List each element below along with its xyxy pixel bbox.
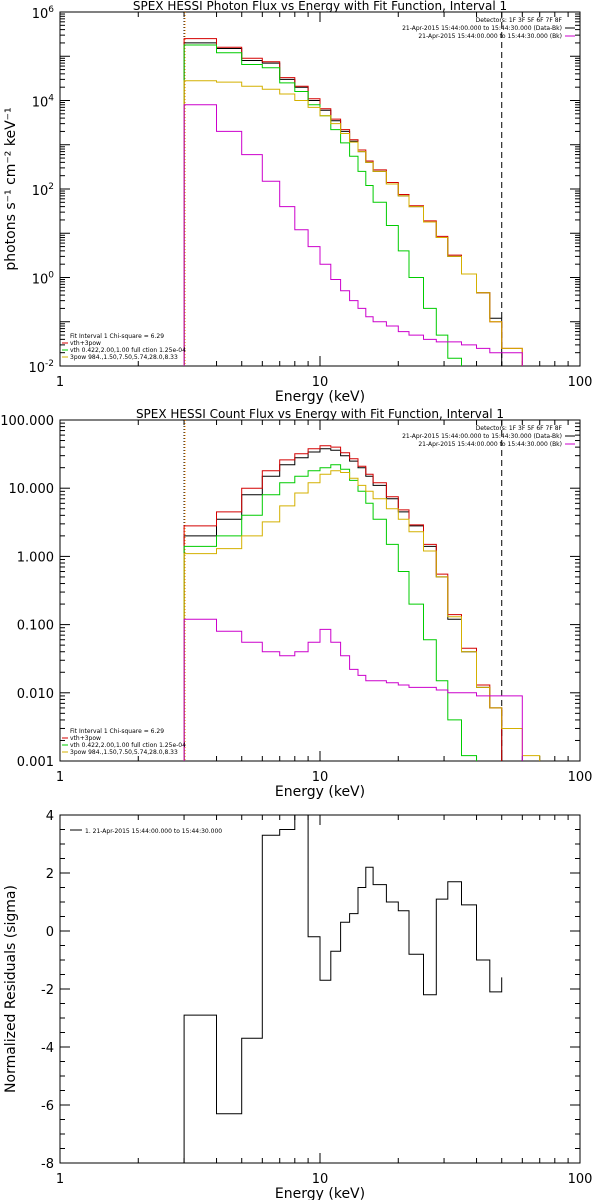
y-tick-label: -4 xyxy=(41,1041,54,1056)
x-tick-label: 10 xyxy=(312,770,329,785)
series-line xyxy=(183,38,523,366)
series-line xyxy=(183,618,523,761)
x-axis-label: Energy (keV) xyxy=(275,784,365,800)
series-line xyxy=(183,80,523,366)
x-tick-label: 100 xyxy=(568,1172,593,1187)
fit-legend-label: vth+3pow xyxy=(70,340,101,347)
series-line xyxy=(183,448,503,761)
y-axis-label: Normalized Residuals (sigma) xyxy=(3,885,19,1093)
y-tick-label: 100.000 xyxy=(0,414,54,429)
x-axis-label: Energy (keV) xyxy=(275,389,365,405)
y-tick-label: -6 xyxy=(41,1099,54,1114)
y-tick-label: 10.000 xyxy=(9,482,55,497)
y-tick-label: 102 xyxy=(32,182,54,199)
fit-legend-label: 3pow 984.,1.50,7.50,5.74,28.0,8.33 xyxy=(70,749,178,756)
chart-title: SPEX HESSI Photon Flux vs Energy with Fi… xyxy=(133,0,507,13)
legend-label: 1. 21-Apr-2015 15:44:00.000 to 15:44:30.… xyxy=(85,828,222,835)
legend-label: 21-Apr-2015 15:44:00.000 to 15:44:30.000… xyxy=(418,441,562,448)
legend-label: Detectors: 1F 3F 5F 6F 7F 8F xyxy=(476,17,563,24)
chart-panel-1: SPEX HESSI Photon Flux vs Energy with Fi… xyxy=(3,0,593,405)
x-axis-label: Energy (keV) xyxy=(275,1186,365,1200)
series-group xyxy=(183,38,523,366)
y-tick-label: 0.100 xyxy=(17,619,54,634)
y-tick-label: 100 xyxy=(32,271,55,288)
legend-label: 21-Apr-2015 15:44:00.000 to 15:44:30.000… xyxy=(402,25,562,32)
series-group xyxy=(183,445,541,761)
chart-panel-2: SPEX HESSI Count Flux vs Energy with Fit… xyxy=(0,407,593,800)
fit-legend-label: vth 0.422,2.00,1.00 full ction 1.25e-04 xyxy=(70,742,186,749)
y-axis-label: photons s⁻¹ cm⁻² keV⁻¹ xyxy=(3,107,19,270)
series-line xyxy=(183,470,541,761)
fit-legend-label: 3pow 984.,1.50,7.50,5.74,28.0,8.33 xyxy=(70,354,178,361)
y-tick-label: -2 xyxy=(41,983,54,998)
y-tick-label: 104 xyxy=(32,94,55,111)
series-group xyxy=(183,815,503,1163)
series-line xyxy=(183,464,477,761)
x-tick-label: 100 xyxy=(568,375,593,390)
x-tick-label: 1 xyxy=(56,770,64,785)
fit-legend-label: vth 0.422,2.00,1.00 full ction 1.25e-04 xyxy=(70,347,186,354)
series-line xyxy=(183,104,523,366)
fit-legend-label: Fit Interval 1 Chi-square = 6.29 xyxy=(70,728,164,735)
legend-label: 21-Apr-2015 15:44:00.000 to 15:44:30.000… xyxy=(418,33,562,40)
chart-panel-3: 1 10 100 Energy (keV) -8 -6 -4 -2 0 2 4 Normalized … xyxy=(3,809,592,1200)
x-tick-label: 10 xyxy=(312,375,329,390)
series-line xyxy=(183,42,503,366)
series-line xyxy=(183,815,503,1163)
x-tick-label: 100 xyxy=(568,770,593,785)
x-tick-label: 10 xyxy=(312,1172,329,1187)
series-line xyxy=(183,44,462,366)
x-tick-label: 1 xyxy=(56,375,64,390)
legend-label: 21-Apr-2015 15:44:00.000 to 15:44:30.000… xyxy=(402,433,562,440)
y-tick-label: 0.010 xyxy=(17,687,54,702)
y-tick-label: 10-2 xyxy=(28,359,54,376)
y-tick-label: -8 xyxy=(41,1157,54,1172)
fit-legend-label: Fit Interval 1 Chi-square = 6.29 xyxy=(70,333,164,340)
y-tick-label: 0.001 xyxy=(17,755,54,770)
y-tick-label: 106 xyxy=(32,5,55,22)
y-tick-label: 1.000 xyxy=(17,550,54,565)
x-tick-label: 1 xyxy=(56,1172,64,1187)
chart-title: SPEX HESSI Count Flux vs Energy with Fit… xyxy=(136,407,504,421)
y-tick-label: 0 xyxy=(46,925,54,940)
fit-legend-label: vth+3pow xyxy=(70,735,101,742)
y-tick-label: 4 xyxy=(46,809,54,824)
y-tick-label: 2 xyxy=(46,867,54,882)
series-line xyxy=(183,445,503,761)
legend-label: Detectors: 1F 3F 5F 6F 7F 8F xyxy=(476,425,563,432)
